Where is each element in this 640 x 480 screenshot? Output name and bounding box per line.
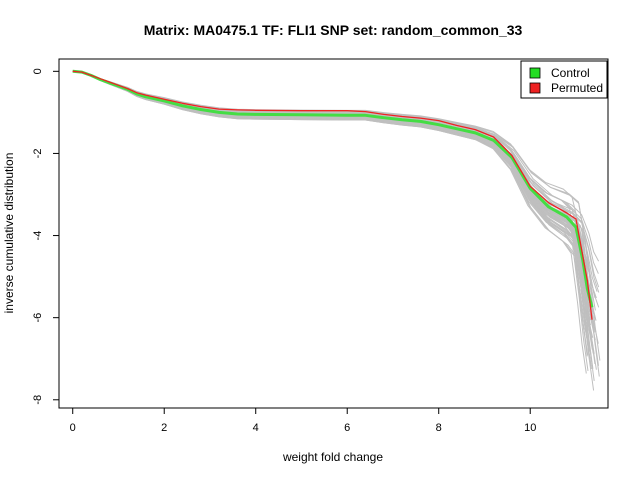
background-line	[72, 70, 590, 318]
y-tick-label: -8	[32, 395, 44, 405]
series-line-permuted	[72, 70, 593, 320]
legend-swatch-permuted	[529, 82, 541, 94]
background-line	[72, 70, 589, 284]
background-line	[72, 70, 585, 281]
background-line	[72, 70, 588, 322]
x-axis-label: weight fold change	[282, 450, 383, 464]
series-line-control	[72, 69, 594, 308]
x-tick-label: 0	[70, 422, 76, 434]
y-tick-label: 0	[32, 68, 44, 74]
chart-title: Matrix: MA0475.1 TF: FLI1 SNP set: rando…	[144, 22, 523, 38]
background-line	[72, 70, 595, 314]
background-line	[72, 70, 589, 284]
background-line	[72, 70, 594, 298]
background-line	[72, 70, 588, 322]
background-line	[72, 70, 590, 321]
background-line	[72, 70, 586, 276]
background-line	[72, 70, 593, 303]
y-tick-label: -2	[32, 149, 44, 159]
legend-label-control: Control	[551, 66, 590, 80]
background-line	[72, 70, 592, 317]
series-lines	[72, 69, 594, 320]
y-axis-label: inverse cumulative distribution	[2, 153, 16, 314]
background-line	[72, 70, 591, 326]
background-line	[72, 70, 589, 284]
background-line	[72, 70, 588, 320]
x-tick-label: 10	[524, 422, 536, 434]
y-tick-label: -6	[32, 313, 44, 323]
background-line	[72, 70, 595, 391]
background-line	[72, 70, 591, 321]
x-tick-label: 4	[253, 422, 259, 434]
background-line	[72, 70, 587, 287]
x-tick-label: 8	[436, 422, 442, 434]
x-axis: 0 2 4 6 8 10	[70, 407, 536, 434]
x-tick-label: 2	[161, 422, 167, 434]
background-line	[72, 70, 596, 311]
y-axis: 0 -2 -4 -6 -8	[32, 68, 60, 405]
background-line	[72, 70, 589, 304]
legend-label-permuted: Permuted	[551, 81, 603, 95]
background-line	[72, 70, 587, 281]
background-line	[72, 70, 597, 370]
legend: Control Permuted	[520, 60, 608, 99]
y-tick-label: -4	[32, 231, 44, 241]
legend-swatch-control	[529, 67, 541, 79]
background-line	[72, 70, 589, 326]
x-tick-label: 6	[344, 422, 350, 434]
background-line	[72, 70, 597, 320]
background-lines	[72, 70, 601, 391]
background-line	[72, 70, 597, 321]
background-line	[72, 70, 596, 298]
